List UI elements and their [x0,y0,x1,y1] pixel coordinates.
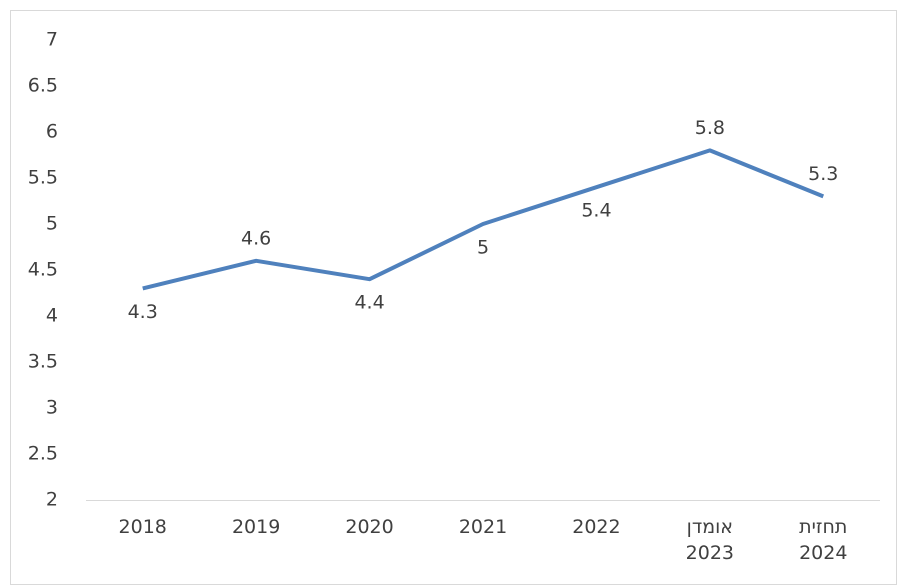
data-label: 4.6 [241,227,271,249]
data-label: 4.4 [354,292,384,314]
x-tick-label: 2022 [572,516,621,538]
y-tick-label: 7 [46,29,58,51]
x-tick-label: 2021 [458,516,508,538]
data-label: 5.3 [808,163,838,185]
line-series [142,148,825,291]
y-tick-label: 5 [46,213,58,235]
y-tick-label: 4.5 [28,259,58,281]
y-tick-label: 6.5 [28,75,58,97]
y-tick-label: 2.5 [28,443,58,465]
x-tick-label: תחזית 2024 [799,516,848,564]
y-tick-label: 4 [46,305,58,327]
x-tick-label: 2019 [231,516,281,538]
y-tick-label: 3.5 [28,351,58,373]
x-tick-label: אומדן 2023 [685,516,735,564]
y-tick-label: 3 [46,397,58,419]
y-tick-label: 6 [46,121,58,143]
x-tick-label: 2018 [118,516,167,538]
data-label: 5.4 [581,200,611,222]
y-tick-label: 2 [46,489,58,511]
data-label: 4.3 [128,301,158,323]
x-tick-label: 2020 [345,516,394,538]
y-tick-label: 5.5 [28,167,58,189]
chart-border [10,10,897,585]
data-label: 5.8 [695,117,725,139]
data-label: 5 [477,237,489,259]
